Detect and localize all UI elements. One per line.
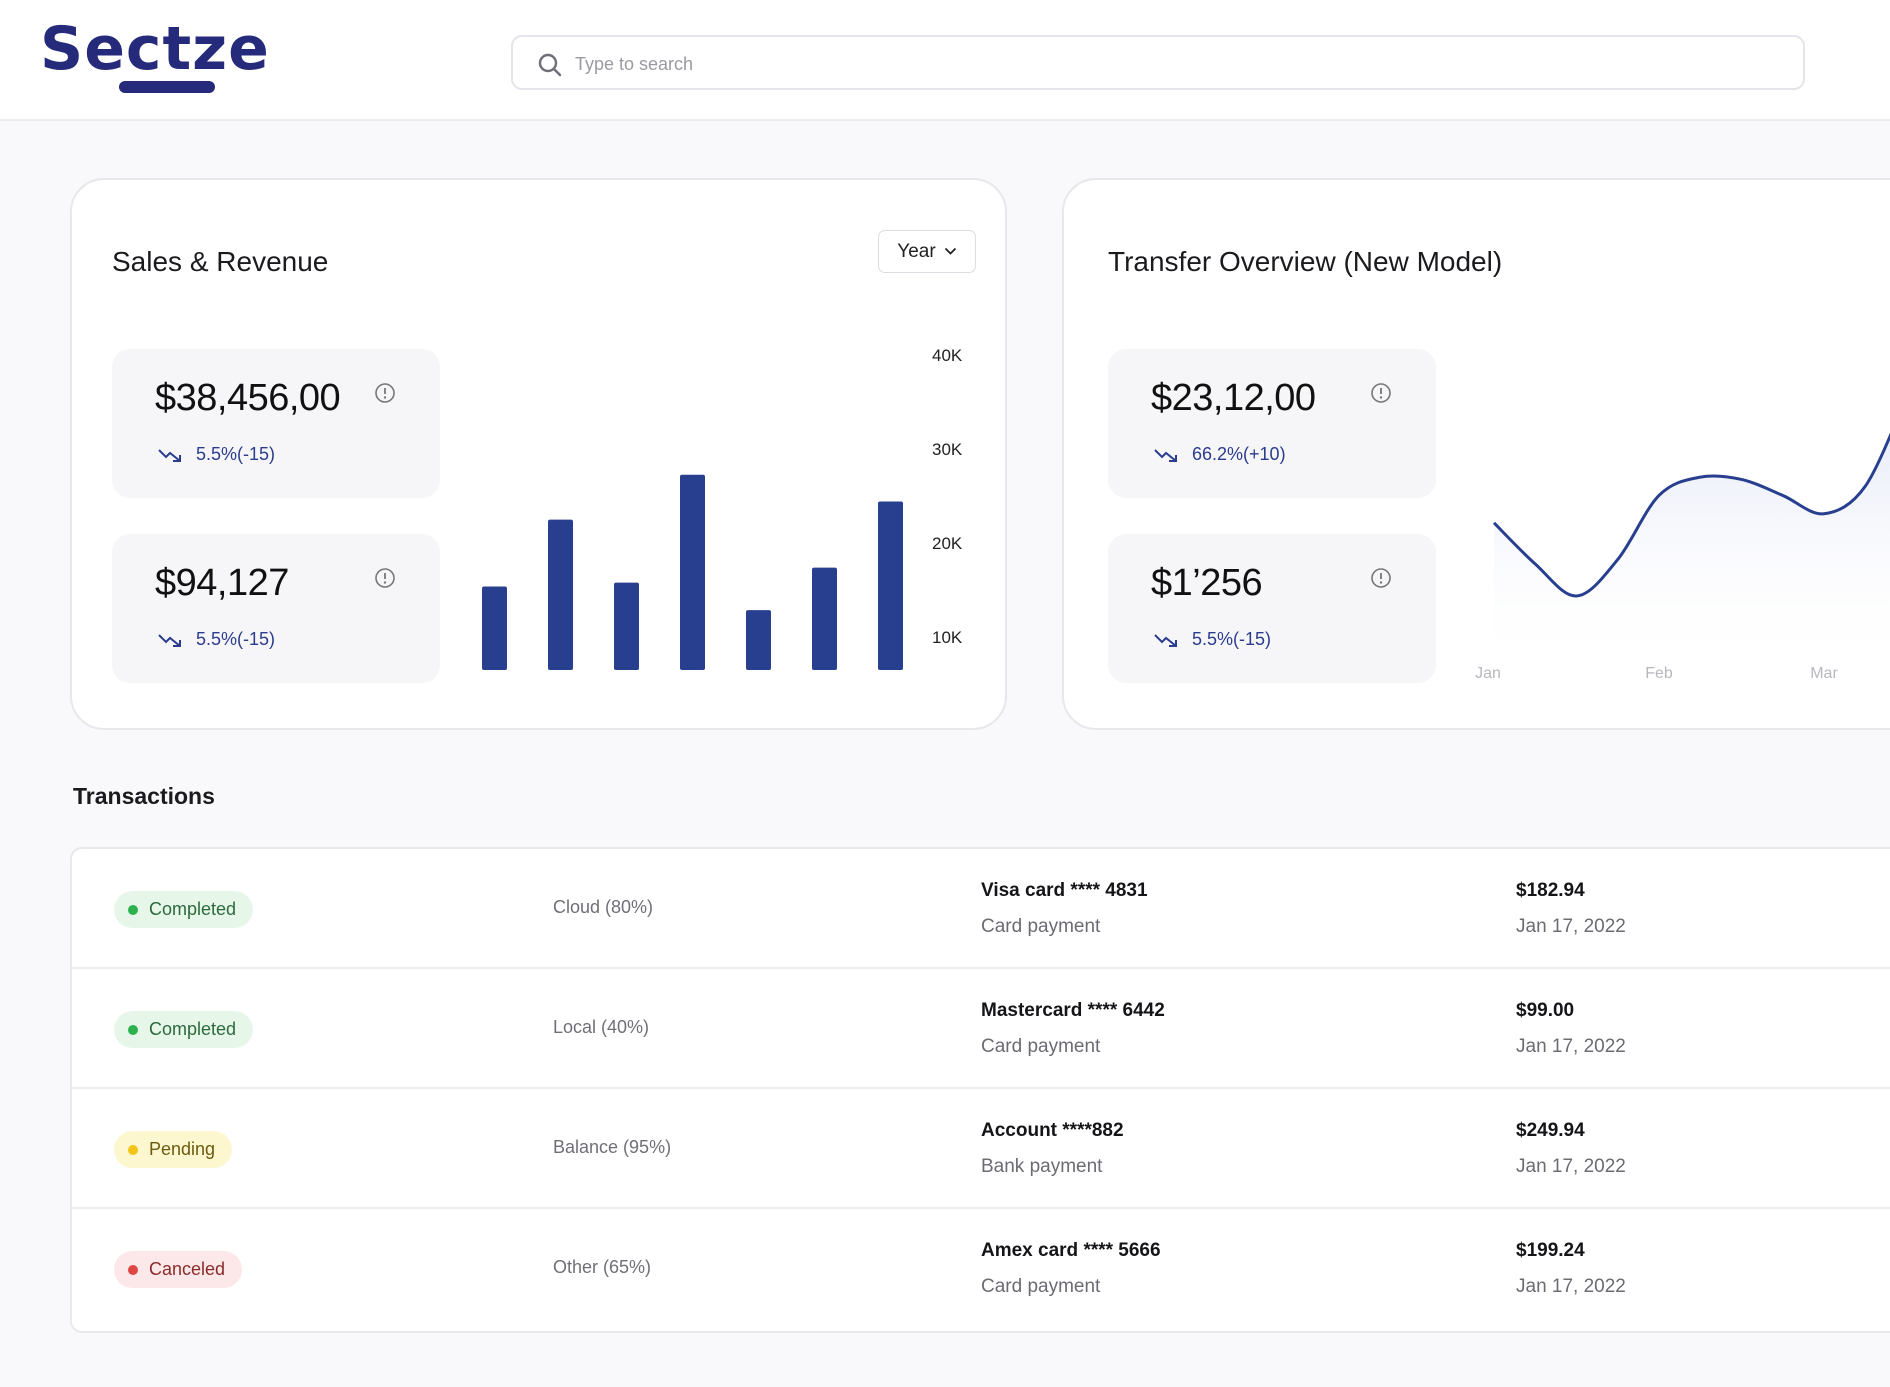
bar-6 <box>878 501 903 670</box>
status-badge: Completed <box>114 1011 254 1048</box>
payment-method: Mastercard **** 6442 <box>981 1000 1165 1021</box>
transfer-fee-stat-card: $1’256 5.5%(-15) <box>1108 534 1436 683</box>
allocation-text: Other (65%) <box>553 1257 652 1277</box>
status-label: Canceled <box>149 1259 226 1279</box>
y-tick-label: 10K <box>932 628 963 647</box>
sales-stat-trend-value: 5.5%(-15) <box>196 444 276 464</box>
table-row[interactable]: Completed Local (40%) Mastercard **** 64… <box>72 969 1890 1089</box>
transaction-date: Jan 17, 2022 <box>1516 1036 1626 1057</box>
payment-type: Card payment <box>981 916 1101 937</box>
transaction-date: Jan 17, 2022 <box>1516 1276 1626 1297</box>
trend-down-icon <box>158 448 181 462</box>
transfer-fee-stat-trend: 5.5%(-15) <box>1154 629 1271 650</box>
search-input[interactable] <box>573 46 1777 82</box>
transfer-stat-trend: 66.2%(+10) <box>1154 444 1286 465</box>
bar-0 <box>482 586 507 670</box>
top-bar: Sectze <box>0 0 1890 121</box>
status-badge: Pending <box>114 1131 233 1168</box>
sales-stat-card: $38,456,00 5.5%(-15) <box>112 349 440 498</box>
series-line <box>1492 432 1890 598</box>
status-dot <box>128 1024 138 1035</box>
transaction-amount: $249.94 <box>1516 1120 1585 1141</box>
y-tick-label: 30K <box>932 440 963 459</box>
transaction-amount: $199.24 <box>1516 1240 1585 1261</box>
sales-revenue-title: Sales & Revenue <box>112 246 329 277</box>
sales-revenue-card: Sales & Revenue Year $38,456,00 5.5%(-15… <box>70 178 1007 730</box>
brand-logo[interactable]: Sectze <box>40 14 270 84</box>
sales-bar-chart: MTWTFSS40K30K20K10K <box>482 346 963 670</box>
status-label: Pending <box>149 1139 216 1159</box>
sales-stat-value: $38,456,00 <box>155 377 341 419</box>
bar-5 <box>812 567 837 670</box>
search-icon <box>538 53 562 77</box>
status-dot <box>128 1264 138 1275</box>
table-row[interactable]: Canceled Other (65%) Amex card **** 5666… <box>72 1209 1890 1329</box>
period-select[interactable]: Year <box>878 230 976 273</box>
status-label: Completed <box>149 899 237 919</box>
revenue-stat-trend: 5.5%(-15) <box>158 629 275 650</box>
area-fill <box>1494 436 1890 675</box>
x-tick-label: Feb <box>1645 665 1673 682</box>
info-icon[interactable] <box>374 382 396 404</box>
status-label: Completed <box>149 1019 237 1039</box>
transfer-fee-stat-trend-value: 5.5%(-15) <box>1192 629 1272 649</box>
status-badge: Canceled <box>114 1251 243 1288</box>
info-icon[interactable] <box>1370 382 1392 404</box>
info-icon[interactable] <box>374 567 396 589</box>
payment-method: Amex card **** 5666 <box>981 1240 1161 1261</box>
y-tick-label: 40K <box>932 346 963 365</box>
transactions-table: Completed Cloud (80%) Visa card **** 483… <box>70 847 1890 1333</box>
x-tick-label: Jan <box>1475 665 1501 682</box>
sales-stat-trend: 5.5%(-15) <box>158 444 275 465</box>
trend-down-icon <box>1154 448 1177 462</box>
transfer-overview-card: Transfer Overview (New Model) $23,12,00 … <box>1062 178 1890 730</box>
revenue-stat-trend-value: 5.5%(-15) <box>196 629 276 649</box>
trend-down-icon <box>158 633 181 647</box>
transfer-stat-value: $23,12,00 <box>1151 377 1316 419</box>
transaction-date: Jan 17, 2022 <box>1516 1156 1626 1177</box>
transfer-line-chart: 24$JanFebMarAprMay <box>1475 432 1890 682</box>
bar-4 <box>746 610 771 670</box>
trend-down-icon <box>1154 633 1177 647</box>
table-row[interactable]: Completed Cloud (80%) Visa card **** 483… <box>72 849 1890 969</box>
search-bar[interactable] <box>511 35 1805 90</box>
revenue-stat-card: $94,127 5.5%(-15) <box>112 534 440 683</box>
transfer-stat-trend-value: 66.2%(+10) <box>1192 444 1286 464</box>
x-tick-label: Mar <box>1810 665 1838 682</box>
allocation-text: Balance (95%) <box>553 1137 672 1157</box>
period-select-value: Year <box>897 240 936 262</box>
transaction-date: Jan 17, 2022 <box>1516 916 1626 937</box>
logo-underline <box>119 81 215 93</box>
status-dot <box>128 1144 138 1155</box>
bar-3 <box>680 474 705 670</box>
transactions-title: Transactions <box>73 783 215 809</box>
transfer-stat-card: $23,12,00 66.2%(+10) <box>1108 349 1436 498</box>
payment-type: Card payment <box>981 1036 1101 1057</box>
payment-type: Bank payment <box>981 1156 1103 1177</box>
transaction-amount: $99.00 <box>1516 1000 1575 1021</box>
transaction-amount: $182.94 <box>1516 880 1585 901</box>
payment-method: Account ****882 <box>981 1120 1124 1141</box>
revenue-stat-value: $94,127 <box>155 562 289 604</box>
allocation-text: Cloud (80%) <box>553 897 654 917</box>
bar-2 <box>614 582 639 670</box>
payment-type: Card payment <box>981 1276 1101 1297</box>
status-dot <box>128 904 138 915</box>
allocation-text: Local (40%) <box>553 1017 650 1037</box>
y-tick-label: 20K <box>932 534 963 553</box>
transfer-overview-title: Transfer Overview (New Model) <box>1108 246 1503 277</box>
status-badge: Completed <box>114 891 254 928</box>
transfer-fee-stat-value: $1’256 <box>1151 562 1263 604</box>
payment-method: Visa card **** 4831 <box>981 880 1148 901</box>
info-icon[interactable] <box>1370 567 1392 589</box>
chevron-down-icon <box>944 247 956 255</box>
table-row[interactable]: Pending Balance (95%) Account ****882 Ba… <box>72 1089 1890 1209</box>
bar-1 <box>548 519 573 670</box>
